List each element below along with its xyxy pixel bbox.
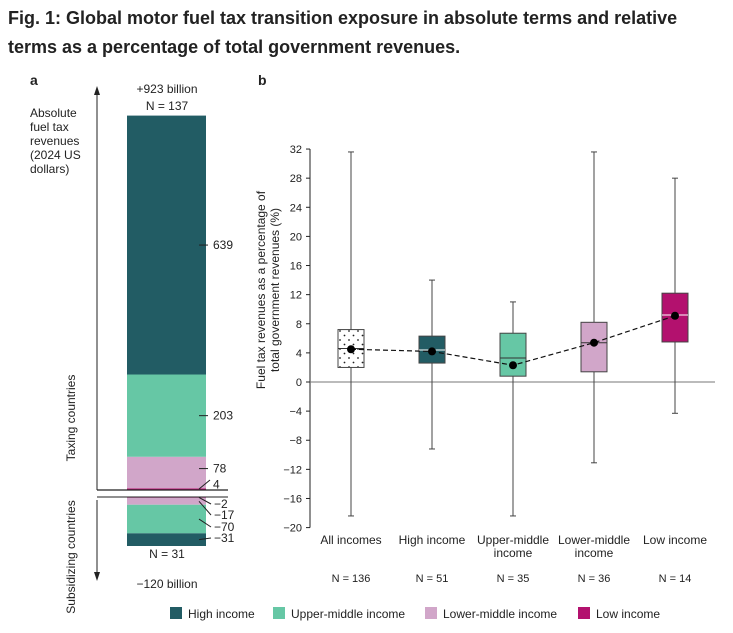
segment-label-leader bbox=[198, 479, 211, 490]
x-n-label: N = 36 bbox=[578, 573, 611, 585]
y-tick-label: 4 bbox=[296, 348, 302, 360]
mean-point-upper-middle-income bbox=[509, 361, 517, 370]
panel-b-ylabel-line2: total government revenues (%) bbox=[268, 208, 282, 372]
legend-label-lower-middle: Lower-middle income bbox=[443, 607, 557, 621]
y-tick-label: 28 bbox=[290, 173, 302, 185]
panel-a-ylabel-line: fuel tax bbox=[30, 120, 69, 134]
legend-label-high-income: High income bbox=[188, 607, 255, 621]
y-tick-label: 16 bbox=[290, 261, 302, 273]
panel-a-ylabel: Absolute fuel tax revenues (2024 US doll… bbox=[30, 106, 81, 176]
x-category-label: income bbox=[575, 546, 614, 560]
y-tick-label: −20 bbox=[283, 523, 302, 535]
taxing-countries-label: Taxing countries bbox=[64, 375, 78, 462]
bar-segment-taxing-low-income bbox=[127, 488, 206, 490]
segment-value-label: −31 bbox=[214, 531, 235, 545]
panel-b-boxplot: 32 28 24 20 16 12 8 4 0 −4 −8 −12 −16 −20 All incomes N… bbox=[283, 144, 715, 585]
x-category-label: All incomes bbox=[320, 533, 381, 547]
x-category-label: High income bbox=[399, 533, 466, 547]
x-n-label: N = 51 bbox=[416, 573, 449, 585]
bar-segment-subsidizing-lower-middle-income bbox=[127, 497, 206, 505]
segment-label-leader bbox=[198, 518, 212, 528]
legend-swatch-high-income bbox=[170, 607, 182, 619]
legend-swatch-upper-middle bbox=[273, 607, 285, 619]
panel-a-label: a bbox=[30, 72, 38, 88]
y-tick-label: 0 bbox=[296, 377, 302, 389]
up-arrow-head bbox=[94, 86, 100, 95]
legend: High income Upper-middle income Lower-mi… bbox=[170, 607, 660, 621]
panel-a-ylabel-line: dollars) bbox=[30, 162, 69, 176]
segment-label-leader bbox=[198, 500, 212, 516]
box-lower-middle-income bbox=[580, 321, 608, 373]
bar-segment-taxing-high-income bbox=[127, 115, 206, 375]
legend-swatch-low-income bbox=[578, 607, 590, 619]
legend-label-low-income: Low income bbox=[596, 607, 660, 621]
x-category-label: Lower-middle bbox=[558, 533, 630, 547]
panel-a-top-n: N = 137 bbox=[146, 99, 189, 113]
y-tick-label: −4 bbox=[289, 406, 302, 418]
y-tick-label: 12 bbox=[290, 290, 302, 302]
segment-value-label: 203 bbox=[213, 409, 233, 423]
y-tick-label: 20 bbox=[290, 231, 302, 243]
legend-label-upper-middle: Upper-middle income bbox=[291, 607, 405, 621]
segment-value-label: −70 bbox=[214, 520, 235, 534]
figure-title: Fig. 1: Global motor fuel tax transition… bbox=[8, 8, 678, 57]
x-category-label: Low income bbox=[643, 533, 707, 547]
mean-point-lower-middle-income bbox=[590, 338, 598, 347]
x-n-label: N = 35 bbox=[497, 573, 530, 585]
legend-swatch-lower-middle bbox=[425, 607, 437, 619]
down-arrow-head bbox=[94, 572, 100, 581]
mean-point-all-incomes bbox=[347, 345, 355, 354]
box-upper-middle-income bbox=[499, 332, 527, 377]
bar-segment-taxing-upper-middle-income bbox=[127, 374, 206, 457]
segment-value-label: 78 bbox=[213, 462, 227, 476]
y-tick-label: 24 bbox=[290, 202, 302, 214]
x-category-label: Upper-middle bbox=[477, 533, 549, 547]
segment-value-label: 4 bbox=[213, 478, 220, 492]
x-n-label: N = 14 bbox=[659, 573, 692, 585]
panel-b-ylabel-line1: Fuel tax revenues as a percentage of bbox=[254, 190, 268, 389]
y-tick-label: −16 bbox=[283, 493, 302, 505]
panel-a-bottom-n: N = 31 bbox=[149, 547, 185, 561]
y-tick-label: 8 bbox=[296, 319, 302, 331]
segment-label-leader bbox=[198, 496, 212, 505]
panel-a-bars: 639 203 78 4 −2−17−70−31 bbox=[127, 115, 235, 546]
bar-segment-taxing-lower-middle-income bbox=[127, 456, 206, 489]
y-tick-label: 32 bbox=[290, 144, 302, 156]
panel-a-ylabel-line: revenues bbox=[30, 134, 79, 148]
subsidizing-countries-label: Subsidizing countries bbox=[64, 500, 78, 613]
mean-point-low-income bbox=[671, 311, 679, 320]
panel-a-axis bbox=[94, 86, 100, 581]
y-tick-label: −12 bbox=[283, 464, 302, 476]
y-tick-label: −8 bbox=[289, 435, 302, 447]
panel-a-bottom-total: −120 billion bbox=[136, 577, 197, 591]
x-n-label: N = 136 bbox=[332, 573, 371, 585]
x-category-label: income bbox=[494, 546, 533, 560]
segment-value-label: −2 bbox=[214, 497, 228, 511]
segment-label-leader bbox=[198, 537, 212, 541]
mean-point-high-income bbox=[428, 347, 436, 356]
panel-b-label: b bbox=[258, 72, 267, 88]
bar-segment-subsidizing-high-income bbox=[127, 533, 206, 546]
panel-a-top-total: +923 billion bbox=[136, 82, 197, 96]
segment-value-label: 639 bbox=[213, 238, 233, 252]
bar-segment-subsidizing-upper-middle-income bbox=[127, 504, 206, 534]
panel-a-ylabel-line: (2024 US bbox=[30, 148, 81, 162]
segment-value-label: −17 bbox=[214, 508, 235, 522]
panel-a-ylabel-line: Absolute bbox=[30, 106, 77, 120]
